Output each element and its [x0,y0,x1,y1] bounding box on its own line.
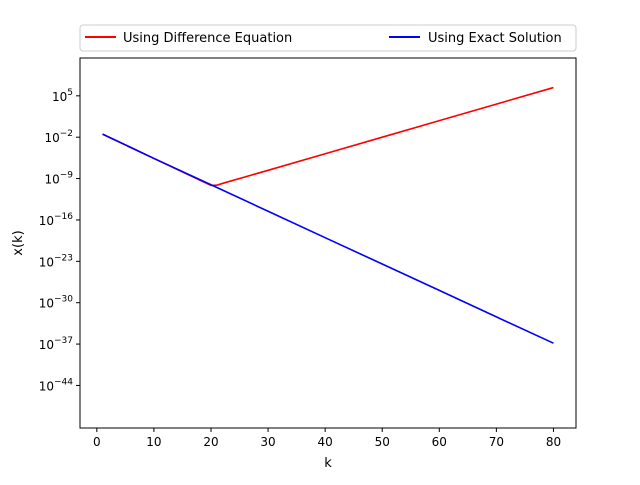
y-tick-label: 10−37 [39,336,73,352]
x-tick-label: 30 [260,435,275,449]
x-tick-label: 80 [546,435,561,449]
y-tick-label: 10−44 [39,377,74,393]
series-layer [102,86,554,344]
x-axis-label: k [324,456,332,471]
x-tick-label: 40 [318,435,333,449]
axes-frame [79,57,577,429]
y-tick-label: 10−30 [39,295,74,311]
x-tick-label: 10 [146,435,161,449]
legend-label-difference-equation: Using Difference Equation [123,31,292,46]
y-tick-label: 105 [52,88,73,104]
x-tick-label: 20 [203,435,218,449]
legend-frame [79,24,577,52]
x-ticks: 0 10 20 30 40 50 60 70 80 [93,428,561,449]
y-tick-label: 10−9 [44,171,73,187]
series-line-1 [102,133,554,344]
y-axis-label: x(k) [11,230,26,255]
x-tick-label: 70 [489,435,504,449]
y-tick-label: 10−16 [39,212,74,228]
y-tick-label: 10−23 [39,253,73,269]
y-ticks: 105 10−2 10−9 10−16 10−23 10−30 10−37 10−44 [39,88,80,393]
y-tick-label: 10−2 [44,129,73,145]
x-tick-label: 0 [93,435,101,449]
legend-label-exact-solution: Using Exact Solution [428,31,562,46]
legend: Using Difference Equation Using Exact So… [79,24,577,52]
x-tick-label: 50 [375,435,390,449]
x-tick-label: 60 [432,435,447,449]
